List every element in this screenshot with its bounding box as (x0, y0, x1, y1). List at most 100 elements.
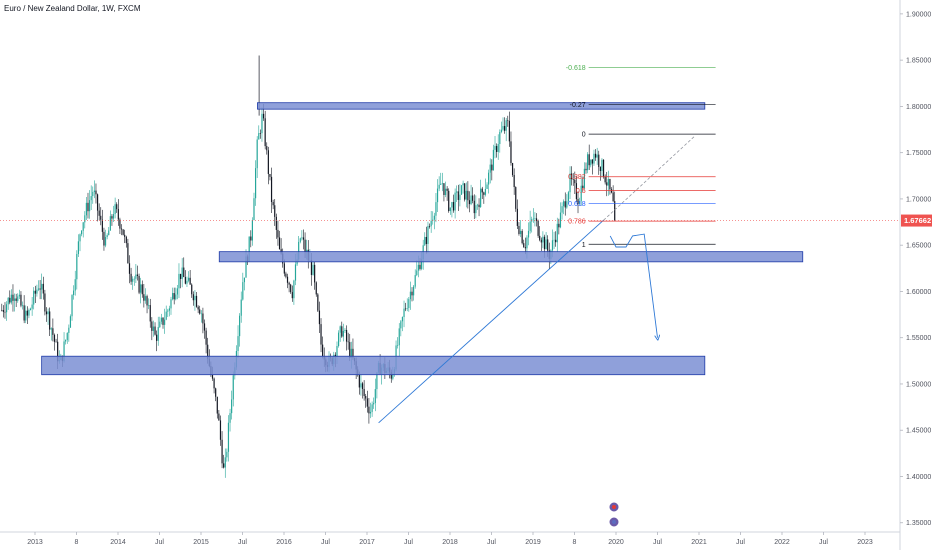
candle-body (361, 383, 364, 389)
candle-body (349, 342, 351, 358)
time-tick-label: Jul (653, 539, 662, 546)
candle-body (136, 274, 139, 276)
candle-body (499, 131, 501, 145)
candle-body (162, 317, 164, 325)
candle-body (586, 154, 589, 171)
candle-body (250, 236, 252, 241)
candle-body (373, 402, 375, 405)
candle-body (556, 223, 558, 243)
time-tick-label: 2018 (442, 539, 458, 546)
candle-body (579, 201, 581, 204)
candle-body (507, 120, 509, 121)
candle-body (203, 323, 206, 331)
candle-body (13, 298, 16, 301)
price-tick-label: 1.85000 (906, 58, 931, 65)
candle-body (602, 159, 605, 177)
candle-body (192, 294, 194, 301)
candle-body (433, 215, 435, 220)
candle-body (508, 120, 510, 142)
candle-body (39, 288, 41, 290)
candle-body (470, 195, 472, 205)
candle-body (451, 202, 453, 208)
candle-body (456, 191, 458, 193)
candle-body (157, 327, 159, 341)
candle-body (243, 277, 246, 283)
candle-body (9, 297, 11, 303)
candle-body (460, 185, 463, 195)
time-tick-label: Jul (321, 539, 330, 546)
time-tick-label: 2015 (193, 539, 209, 546)
candle-body (65, 339, 67, 342)
candle-body (104, 237, 107, 246)
fib-level-label: 1 (582, 242, 586, 249)
candle-body (81, 230, 83, 235)
candle-body (266, 146, 268, 151)
candle-body (564, 201, 566, 208)
candle-body (191, 284, 193, 295)
price-axis[interactable]: 1.35000 1.40000 1.45000 1.50000 1.55000 1.600… (899, 0, 932, 550)
candle-body (598, 154, 600, 167)
time-axis[interactable]: 2013 8 2014 Jul 2015 Jul 2016 Jul 2017 Jul 2018 Jul… (0, 531, 900, 546)
candle-body (15, 298, 17, 301)
candle-body (339, 326, 341, 333)
candle-body (106, 235, 108, 238)
candle-body (400, 321, 402, 329)
candle-body (414, 275, 416, 287)
candle-body (457, 191, 459, 200)
candle-body (497, 144, 499, 152)
candle-body (366, 398, 368, 407)
candle-body (572, 179, 574, 180)
candle-body (409, 291, 412, 300)
candle-body (500, 129, 502, 132)
candle-body (140, 284, 142, 293)
candle-body (88, 200, 91, 212)
candle-body (76, 254, 78, 280)
price-tick-label: 1.60000 (906, 289, 931, 296)
candle-body (141, 284, 143, 295)
candle-body (253, 198, 255, 221)
candle-body (365, 395, 367, 399)
candle-body (425, 236, 427, 244)
chart-title: Euro / New Zealand Dollar, 1W, FXCM (4, 4, 141, 13)
candle-body (290, 284, 292, 293)
candle-body (122, 229, 124, 235)
candle-body (57, 341, 59, 362)
candle-body (179, 273, 182, 279)
candle-body (5, 304, 8, 313)
candle-body (405, 308, 407, 310)
candle-body (302, 237, 305, 240)
candle-body (197, 306, 199, 310)
candle-body (269, 173, 271, 177)
candle-body (515, 187, 517, 209)
candle-body (23, 305, 25, 321)
candle-body (170, 299, 172, 309)
candle-body (473, 200, 475, 214)
candle-body (478, 204, 480, 208)
candle-body (167, 310, 169, 312)
candle-body (264, 118, 266, 147)
candle-body (465, 190, 467, 200)
candle-body (527, 230, 530, 238)
candle-body (207, 344, 209, 359)
candle-body (368, 406, 370, 414)
time-tick-label: 2013 (27, 539, 43, 546)
candle-body (594, 153, 597, 158)
candle-body (496, 146, 498, 152)
candle-body (558, 223, 560, 228)
candle-body (312, 264, 314, 275)
fib-level-label: 0 (582, 132, 586, 139)
fib-level-label: 0.618 (568, 201, 586, 208)
candle-body (483, 192, 485, 195)
candle-body (18, 294, 20, 297)
candle-body (298, 241, 300, 260)
candle-body (79, 234, 81, 242)
time-tick-label: 2016 (276, 539, 292, 546)
candle-body (69, 316, 72, 328)
candle-body (559, 212, 562, 228)
candle-body (261, 113, 263, 134)
candle-body (125, 236, 127, 244)
candle-body (337, 332, 340, 347)
candle-body (42, 283, 44, 294)
candle-body (467, 190, 469, 201)
